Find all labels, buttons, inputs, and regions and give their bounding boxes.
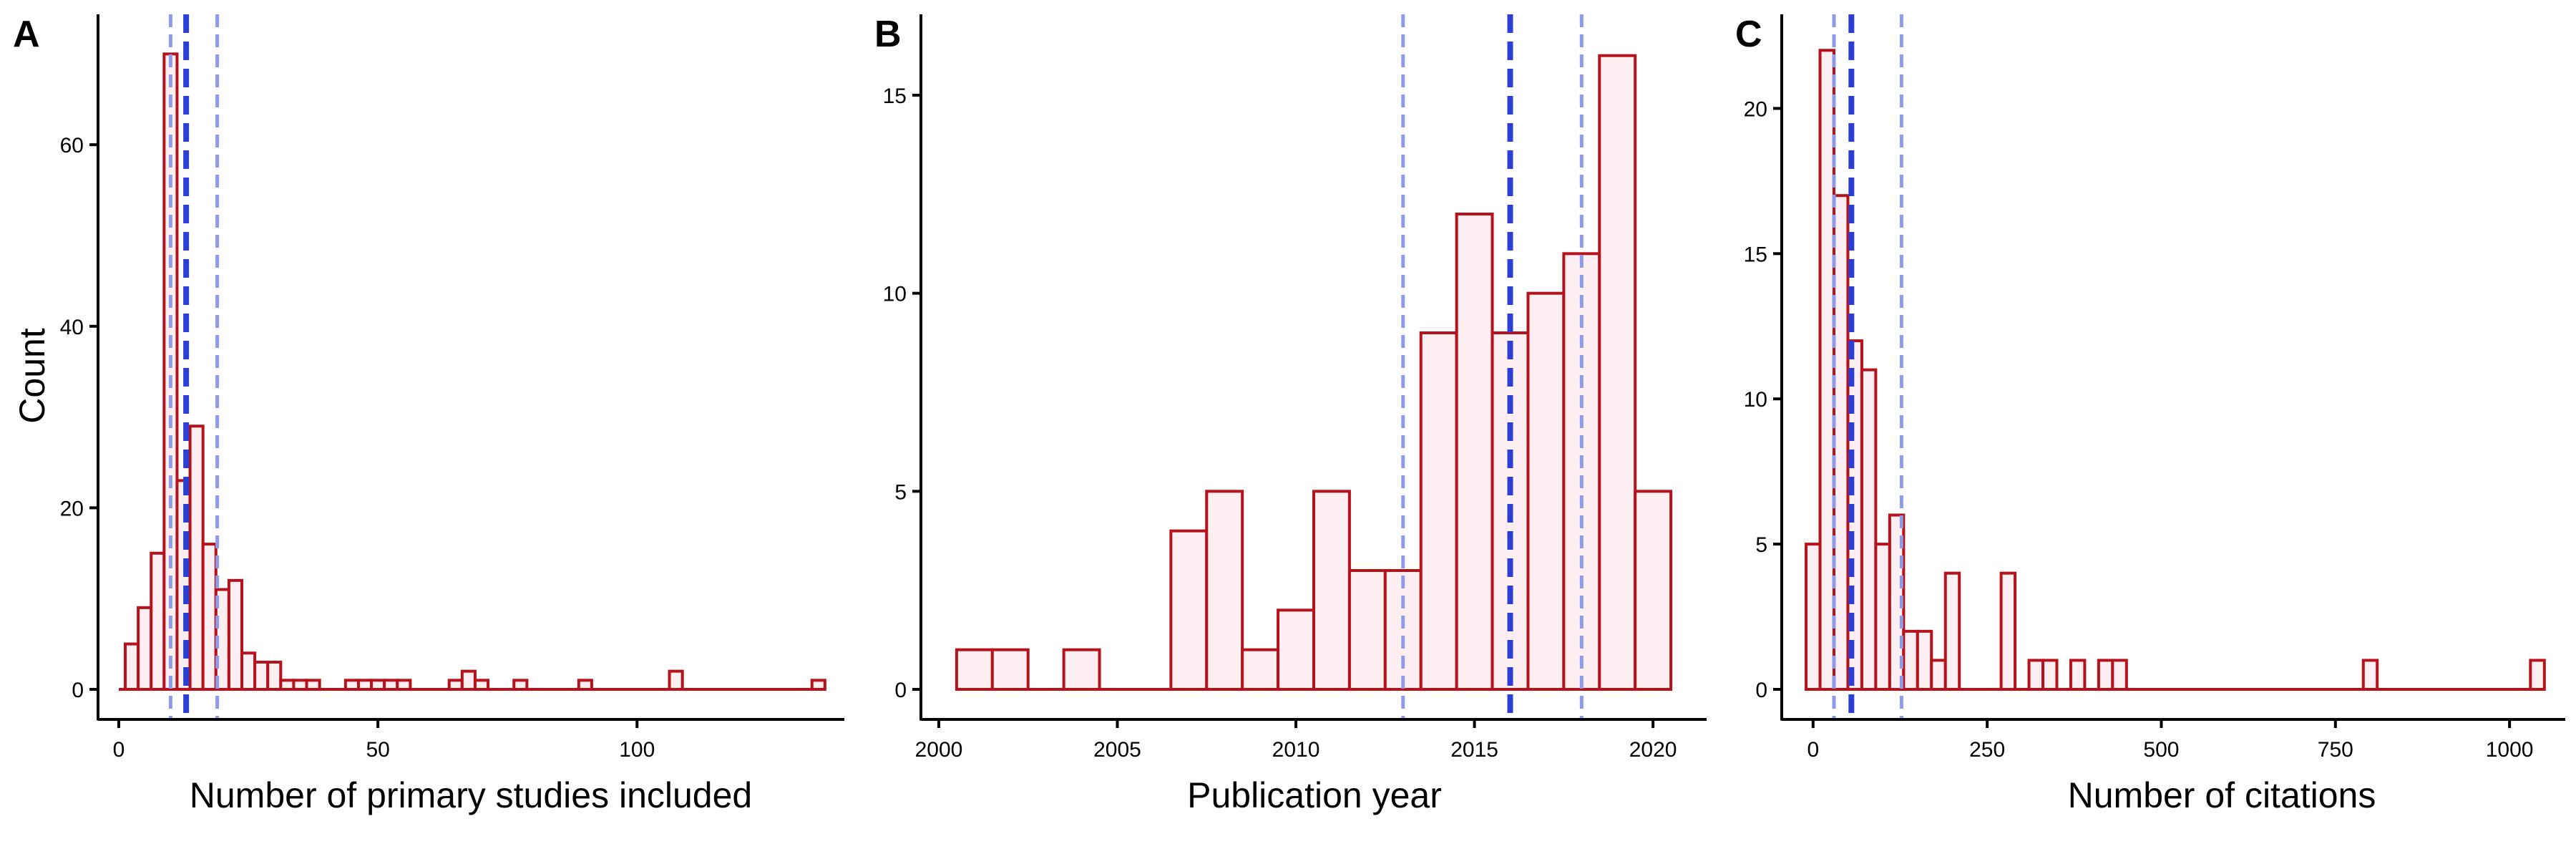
- panel-c-bar: [1818, 49, 1836, 691]
- panel-b-bar: [1455, 213, 1494, 691]
- panel-a-bar: [240, 651, 257, 691]
- panel-a-bar: [201, 543, 218, 691]
- panel-c-plot-area: 0 5 10 15 20 0 250 500 750 1000: [1744, 14, 2565, 762]
- panel-c-bar: [2027, 659, 2045, 691]
- panel-c-bar: [1860, 368, 1878, 691]
- panel-a-y-tick-label: 60: [60, 134, 84, 157]
- panel-c-y-tick-label: 10: [1744, 388, 1767, 412]
- panel-a-plot-area: 0 20 40 60 0 50 100: [60, 14, 844, 762]
- panel-a-bar: [396, 679, 412, 691]
- panel-c-bar: [2097, 659, 2114, 691]
- panel-b-y-tick-label: 15: [883, 84, 907, 108]
- panel-b-bar: [955, 648, 994, 691]
- panel-b: B 0 5 10 15 2000 2005 2010 2015 2020 Publication…: [874, 14, 1707, 815]
- panel-a-bar: [162, 52, 179, 691]
- panel-a-bar: [124, 642, 140, 691]
- panel-c-x-tick-label: 0: [1807, 738, 1819, 762]
- panel-c-letter: C: [1735, 14, 1762, 55]
- panel-c-bar: [1874, 543, 1891, 691]
- panel-c-x-axis-title: Number of citations: [2068, 775, 2376, 815]
- panel-c-y-tick-label: 15: [1744, 243, 1767, 266]
- panel-a-y-tick-label: 0: [72, 679, 84, 702]
- panel-a: A 0 20 40 60 0 50 100 Number of primary studie…: [13, 14, 844, 815]
- panel-c-bar: [1833, 194, 1850, 691]
- panel-a-bar: [137, 606, 153, 691]
- panel-a-bar: [305, 679, 321, 691]
- panel-a-bar: [356, 679, 374, 691]
- panel-a-bar: [292, 679, 308, 691]
- panel-c-bar: [1805, 543, 1822, 691]
- panel-a-x-tick-label: 50: [366, 738, 389, 762]
- panel-b-bar: [1205, 490, 1244, 691]
- panel-b-y-tick-label: 0: [894, 679, 907, 702]
- panel-b-bar: [1526, 291, 1566, 691]
- panel-a-bar: [266, 660, 283, 691]
- panel-b-y-tick-label: 10: [883, 283, 907, 306]
- panel-c-x-tick-label: 500: [2143, 738, 2179, 762]
- panel-b-bar: [990, 648, 1030, 691]
- panel-b-bar: [1347, 569, 1387, 691]
- panel-a-bar: [512, 679, 529, 691]
- panel-a-bar: [810, 679, 826, 691]
- panel-c-y-tick-label: 20: [1744, 97, 1767, 121]
- panel-b-x-tick-label: 2020: [1629, 738, 1677, 762]
- panel-c-bar: [2529, 659, 2546, 691]
- panel-b-bar: [1634, 490, 1673, 691]
- panel-a-bar: [188, 424, 205, 691]
- panel-c-bar: [1930, 659, 1947, 691]
- panel-b-x-axis-title: Publication year: [1187, 775, 1442, 815]
- panel-a-bar: [383, 679, 399, 691]
- panel-b-bar: [1169, 529, 1209, 691]
- panel-c-bar: [1943, 571, 1961, 691]
- panel-b-x-tick-label: 2010: [1272, 738, 1320, 762]
- panel-b-bar: [1062, 648, 1101, 691]
- panel-b-plot-area: 0 5 10 15 2000 2005 2010 2015 2020: [883, 14, 1707, 762]
- panel-a-y-tick-label: 40: [60, 316, 84, 339]
- panel-a-bar: [473, 679, 490, 691]
- panel-c-y-tick-label: 0: [1755, 679, 1767, 702]
- panel-b-bar: [1383, 569, 1423, 691]
- panel-a-bar: [253, 660, 270, 691]
- panel-a-bar: [577, 679, 593, 691]
- panel-b-x-tick-label: 2005: [1093, 738, 1141, 762]
- panel-b-letter: B: [874, 14, 902, 55]
- panel-c-bar: [1916, 629, 1933, 691]
- panel-b-y-tick-label: 5: [894, 480, 907, 504]
- panel-b-bar: [1598, 54, 1637, 691]
- panel-c-bar: [1999, 571, 2017, 691]
- panel-a-bar: [343, 679, 360, 691]
- panel-a-bar: [460, 669, 477, 691]
- panel-c-x-tick-label: 1000: [2486, 738, 2534, 762]
- panel-b-bar: [1241, 648, 1280, 691]
- panel-a-x-tick-label: 0: [113, 738, 125, 762]
- panel-b-bar: [1277, 608, 1316, 691]
- panel-a-bar: [227, 578, 243, 691]
- panel-b-x-tick-label: 2015: [1450, 738, 1498, 762]
- panel-a-letter: A: [13, 14, 40, 55]
- panel-a-bar: [447, 679, 464, 691]
- panel-c-x-tick-label: 750: [2318, 738, 2353, 762]
- panel-b-bar: [1419, 331, 1458, 691]
- panel-c-bar: [1902, 629, 1919, 691]
- panel-a-x-axis-title: Number of primary studies included: [190, 775, 752, 815]
- panel-c-bar: [2111, 659, 2128, 691]
- panel-a-bar: [668, 669, 684, 691]
- panel-c-bar: [2041, 659, 2059, 691]
- panel-c: C 0 5 10 15 20 0 250 500 750 1000 Number of citat…: [1735, 14, 2565, 815]
- panel-b-x-tick-label: 2000: [915, 738, 963, 762]
- y-axis-title: Count: [12, 328, 52, 424]
- panel-a-bar: [150, 551, 166, 691]
- panel-c-y-tick-label: 5: [1755, 533, 1767, 557]
- panel-c-bar: [2069, 659, 2087, 691]
- panel-c-bar: [2361, 659, 2379, 691]
- panel-a-bar: [370, 679, 386, 691]
- panel-a-x-tick-label: 100: [619, 738, 655, 762]
- panel-c-x-tick-label: 250: [1969, 738, 2005, 762]
- panel-b-bar: [1312, 490, 1351, 691]
- panel-a-y-tick-label: 20: [60, 497, 84, 520]
- panel-a-bar: [279, 679, 296, 691]
